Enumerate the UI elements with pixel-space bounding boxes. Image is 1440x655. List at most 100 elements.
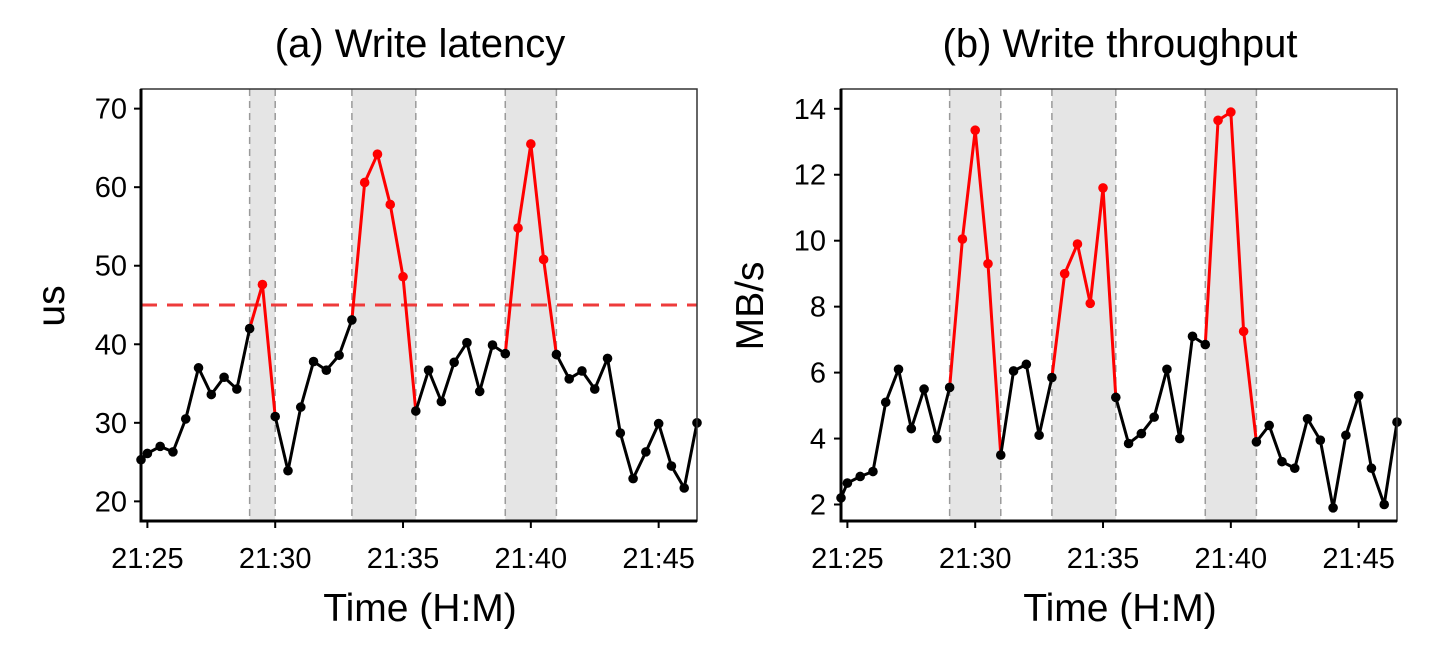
shaded-region <box>1205 89 1257 521</box>
series-segment <box>644 422 661 454</box>
data-point <box>219 372 229 383</box>
data-point <box>1008 366 1019 376</box>
data-point <box>449 357 459 368</box>
data-point <box>944 382 955 393</box>
data-point <box>398 271 408 282</box>
series-segment <box>871 400 888 474</box>
data-point <box>957 234 968 244</box>
data-point <box>893 364 904 375</box>
data-point <box>1136 428 1147 439</box>
series-segment <box>682 421 699 490</box>
data-point <box>526 139 536 149</box>
y-tick-label: 40 <box>95 329 127 361</box>
y-tick-label: 12 <box>794 160 826 192</box>
series-segment <box>897 367 913 431</box>
data-point <box>589 384 600 394</box>
y-tick-label: 20 <box>95 486 127 518</box>
data-point <box>487 340 498 350</box>
data-point <box>168 447 178 457</box>
data-point <box>372 149 383 159</box>
series-segment <box>171 417 188 454</box>
y-tick-label: 6 <box>810 358 826 390</box>
series-segment <box>593 356 610 391</box>
data-point <box>666 461 677 471</box>
series-segment <box>273 415 290 473</box>
data-point <box>1353 390 1364 401</box>
series-segment <box>973 128 990 266</box>
series-segment <box>606 356 622 435</box>
series-segment <box>299 360 316 409</box>
series-segment <box>1318 438 1335 510</box>
data-point <box>679 483 690 493</box>
data-point <box>295 402 306 412</box>
data-point <box>1315 435 1326 446</box>
x-axis-label: Time (H:M) <box>1023 587 1217 630</box>
y-tick-label: 4 <box>810 424 826 456</box>
data-point <box>1162 364 1172 375</box>
data-point <box>1072 239 1083 249</box>
series-segment <box>542 257 558 356</box>
series-segment <box>1242 329 1258 444</box>
data-point <box>308 356 319 367</box>
data-point <box>1251 437 1262 447</box>
series-segment <box>478 343 494 393</box>
data-point <box>868 466 878 477</box>
series-segment <box>909 387 926 431</box>
plot-border <box>840 88 1398 522</box>
data-point <box>334 350 344 361</box>
data-point <box>1187 331 1198 342</box>
data-point <box>257 279 268 290</box>
series-segment <box>657 422 673 468</box>
data-point <box>628 473 638 484</box>
series-segment <box>1331 433 1348 510</box>
series-segment <box>1075 242 1092 305</box>
series-segment <box>465 341 482 393</box>
data-point <box>577 366 587 376</box>
y-axis-label: us <box>30 285 73 326</box>
data-point <box>474 386 485 397</box>
series-segment <box>260 283 277 419</box>
series-segment <box>388 202 405 279</box>
x-tick-label: 21:25 <box>811 543 884 575</box>
series-segment <box>248 283 264 331</box>
data-point <box>500 348 511 359</box>
data-point <box>1047 372 1057 383</box>
series-segment <box>1152 367 1169 419</box>
series-segment <box>235 327 252 391</box>
series-segment <box>1369 466 1386 507</box>
x-tick-label: 21:30 <box>239 543 312 575</box>
series-segment <box>1088 186 1105 305</box>
x-tick-label: 21:35 <box>1067 543 1140 575</box>
data-point <box>283 465 293 476</box>
data-point <box>880 397 891 408</box>
y-tick-label: 2 <box>810 490 826 522</box>
series-segment <box>350 180 367 322</box>
series-segment <box>1063 242 1079 276</box>
data-point <box>1149 412 1159 422</box>
data-point <box>1123 438 1134 449</box>
series-segment <box>375 152 392 206</box>
throughput-panel: (b) Write throughput MB/s Time (H:M) 2 4 6… <box>729 22 1402 630</box>
data-point <box>1379 499 1390 510</box>
data-point <box>193 363 204 373</box>
x-tick-label: 21:25 <box>111 543 184 575</box>
y-axis-label: MB/s <box>729 262 772 351</box>
series-segment <box>1037 376 1054 437</box>
series-segment <box>286 405 303 473</box>
data-point <box>538 254 549 265</box>
data-point <box>206 389 217 400</box>
data-point <box>180 414 191 424</box>
series-segment <box>363 152 379 184</box>
series-segment <box>401 275 418 413</box>
data-point <box>244 323 255 334</box>
data-point <box>615 428 626 438</box>
data-point <box>462 337 472 348</box>
series-segment <box>1114 395 1131 446</box>
data-point <box>321 365 332 375</box>
y-tick-label: 60 <box>95 172 127 204</box>
data-point <box>1085 298 1096 309</box>
data-point <box>551 349 562 360</box>
data-point <box>1059 268 1070 279</box>
data-point <box>436 396 447 407</box>
x-tick-label: 21:45 <box>1322 543 1395 575</box>
